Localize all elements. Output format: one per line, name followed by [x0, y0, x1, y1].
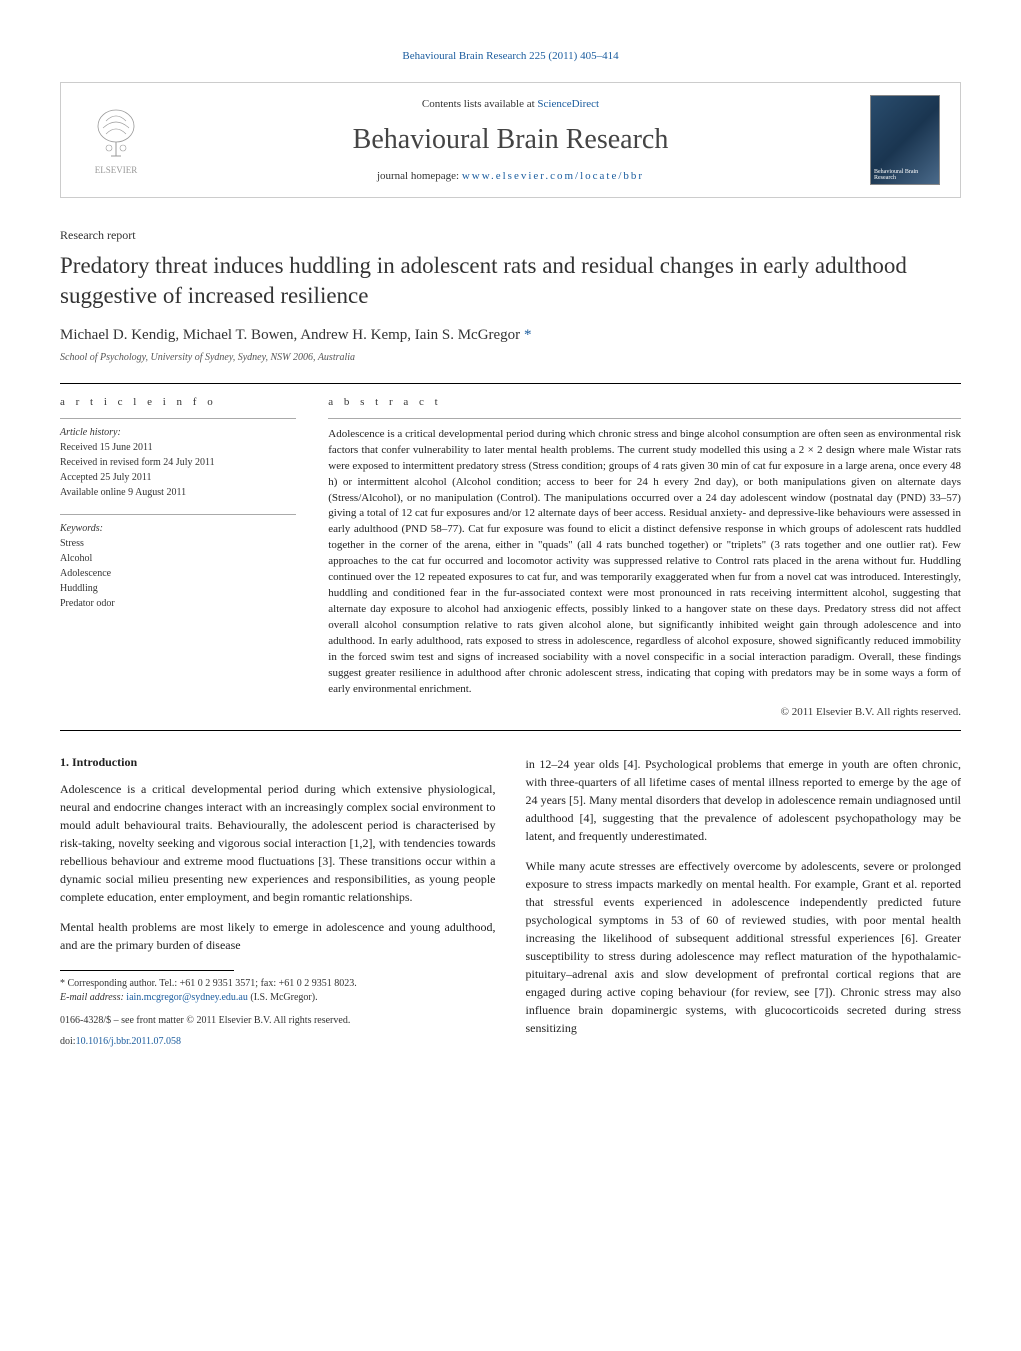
affiliation: School of Psychology, University of Sydn…: [60, 352, 961, 363]
article-title: Predatory threat induces huddling in ado…: [60, 251, 961, 311]
journal-homepage: journal homepage: www.elsevier.com/locat…: [151, 170, 870, 182]
received-date: Received 15 June 2011: [60, 440, 296, 455]
keyword: Stress: [60, 536, 296, 551]
body-paragraph: Mental health problems are most likely t…: [60, 918, 496, 954]
doi-label: doi:: [60, 1036, 76, 1047]
running-head-link[interactable]: Behavioural Brain Research 225 (2011) 40…: [402, 50, 618, 62]
revised-date: Received in revised form 24 July 2011: [60, 455, 296, 470]
doi-link[interactable]: 10.1016/j.bbr.2011.07.058: [76, 1036, 181, 1047]
body-paragraph: While many acute stresses are effectivel…: [526, 857, 962, 1037]
info-separator: [60, 418, 296, 419]
online-date: Available online 9 August 2011: [60, 485, 296, 500]
article-history-block: Article history: Received 15 June 2011 R…: [60, 427, 296, 500]
paragraph-text: While many acute stresses are effectivel…: [526, 859, 962, 1035]
authors-names: Michael D. Kendig, Michael T. Bowen, And…: [60, 327, 520, 343]
publisher-name: ELSEVIER: [95, 165, 138, 175]
article-info-heading: a r t i c l e i n f o: [60, 396, 296, 408]
abstract-text: Adolescence is a critical developmental …: [328, 427, 961, 698]
corresponding-author-marker[interactable]: *: [524, 327, 532, 343]
issn-line: 0166-4328/$ – see front matter © 2011 El…: [60, 1015, 496, 1026]
abstract-separator: [328, 418, 961, 419]
paragraph-text: in 12–24 year olds [4]. Psychological pr…: [526, 757, 962, 843]
journal-cover-thumbnail: Behavioural Brain Research: [870, 95, 940, 185]
footnote-text: * Corresponding author. Tel.: +61 0 2 93…: [60, 978, 357, 989]
article-info-column: a r t i c l e i n f o Article history: R…: [60, 384, 312, 730]
body-column-left: 1. Introduction Adolescence is a critica…: [60, 755, 496, 1049]
contents-line: Contents lists available at ScienceDirec…: [151, 98, 870, 110]
page-container: Behavioural Brain Research 225 (2011) 40…: [0, 0, 1021, 1099]
paragraph-text: Adolescence is a critical developmental …: [60, 782, 496, 904]
info-separator: [60, 514, 296, 515]
abstract-heading: a b s t r a c t: [328, 396, 961, 408]
footnote-separator: [60, 970, 234, 971]
email-name: (I.S. McGregor).: [250, 992, 317, 1003]
intro-heading: 1. Introduction: [60, 755, 496, 770]
body-paragraph: in 12–24 year olds [4]. Psychological pr…: [526, 755, 962, 845]
doi-line: doi:10.1016/j.bbr.2011.07.058: [60, 1036, 496, 1047]
article-type: Research report: [60, 228, 961, 243]
header-center: Contents lists available at ScienceDirec…: [151, 98, 870, 182]
authors-line: Michael D. Kendig, Michael T. Bowen, And…: [60, 327, 961, 344]
journal-title: Behavioural Brain Research: [151, 124, 870, 156]
keyword: Alcohol: [60, 551, 296, 566]
homepage-label: journal homepage:: [377, 170, 459, 182]
email-link[interactable]: iain.mcgregor@sydney.edu.au: [126, 992, 248, 1003]
contents-label: Contents lists available at: [422, 98, 535, 110]
journal-header-box: ELSEVIER Contents lists available at Sci…: [60, 82, 961, 198]
body-paragraph: Adolescence is a critical developmental …: [60, 780, 496, 906]
elsevier-logo: ELSEVIER: [81, 100, 151, 180]
paragraph-text: Mental health problems are most likely t…: [60, 920, 496, 952]
body-column-right: in 12–24 year olds [4]. Psychological pr…: [526, 755, 962, 1049]
keywords-block: Keywords: Stress Alcohol Adolescence Hud…: [60, 523, 296, 611]
keyword: Predator odor: [60, 596, 296, 611]
running-head: Behavioural Brain Research 225 (2011) 40…: [60, 50, 961, 62]
email-label: E-mail address:: [60, 992, 124, 1003]
copyright-line: © 2011 Elsevier B.V. All rights reserved…: [328, 706, 961, 718]
journal-homepage-link[interactable]: www.elsevier.com/locate/bbr: [462, 170, 644, 182]
accepted-date: Accepted 25 July 2011: [60, 470, 296, 485]
body-columns: 1. Introduction Adolescence is a critica…: [60, 755, 961, 1049]
cover-text: Behavioural Brain Research: [874, 169, 936, 181]
history-label: Article history:: [60, 427, 296, 438]
keyword: Adolescence: [60, 566, 296, 581]
info-abstract-row: a r t i c l e i n f o Article history: R…: [60, 383, 961, 731]
keywords-label: Keywords:: [60, 523, 296, 534]
corresponding-author-footnote: * Corresponding author. Tel.: +61 0 2 93…: [60, 977, 496, 1005]
elsevier-tree-icon: [91, 106, 141, 161]
sciencedirect-link[interactable]: ScienceDirect: [537, 98, 599, 110]
abstract-column: a b s t r a c t Adolescence is a critica…: [312, 384, 961, 730]
keyword: Huddling: [60, 581, 296, 596]
